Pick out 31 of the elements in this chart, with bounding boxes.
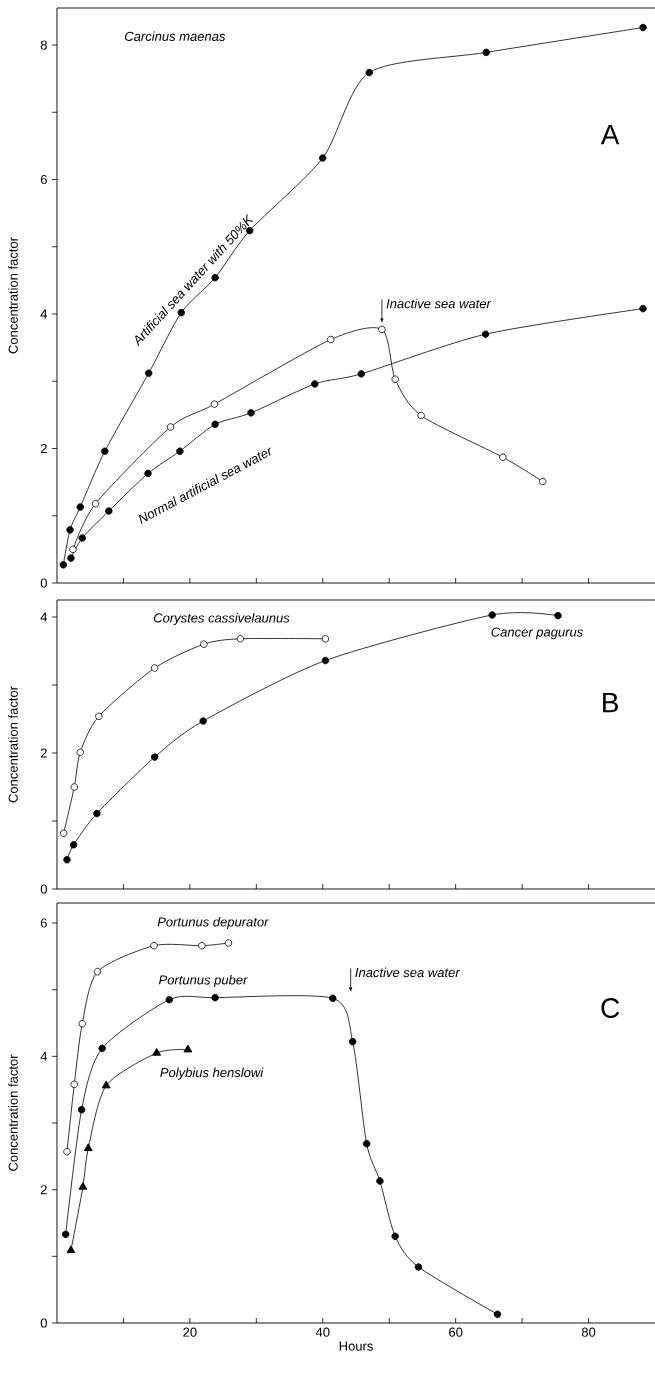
y-axis-title: Concentration factor xyxy=(8,237,18,354)
y-tick-label: 4 xyxy=(40,309,47,319)
annotation: C xyxy=(601,998,619,1018)
y-tick-label: 2 xyxy=(40,1185,47,1195)
y-tick-label: 8 xyxy=(40,40,47,50)
annotation: B xyxy=(602,692,618,713)
x-tick-label: 40 xyxy=(315,1327,330,1337)
series-label: Portunus depurator xyxy=(157,916,269,930)
y-tick-label: 0 xyxy=(40,884,47,894)
series-label: Portunus puber xyxy=(158,974,248,988)
x-tick-label: 80 xyxy=(581,1327,596,1337)
annotation: Inactive sea water xyxy=(386,298,492,309)
y-tick-label: 4 xyxy=(40,1051,47,1061)
annotation: A xyxy=(600,124,620,145)
x-tick-label: 20 xyxy=(183,1327,197,1337)
text: Carcinus maenas xyxy=(124,31,225,41)
y-axis-title: Concentration factor xyxy=(8,686,18,803)
x-tick-label: 60 xyxy=(448,1327,463,1337)
y-tick-label: 2 xyxy=(40,748,47,758)
y-tick-label: 0 xyxy=(40,578,47,588)
x-axis-title: Hours xyxy=(339,1341,373,1351)
y-tick-label: 4 xyxy=(40,612,47,622)
y-tick-label: 6 xyxy=(40,918,47,928)
series-label: Corystes cassivelaunus xyxy=(153,612,290,626)
y-tick-label: 2 xyxy=(40,443,47,454)
y-axis-title: Concentration factor xyxy=(8,1054,18,1171)
series-label: Cancer pagurus xyxy=(491,627,583,640)
series-label: Polybius henslowi xyxy=(160,1067,264,1080)
annotation: Inactive sea water xyxy=(355,967,460,978)
y-tick-label: 6 xyxy=(40,174,47,185)
y-tick-label: 0 xyxy=(40,1318,47,1328)
